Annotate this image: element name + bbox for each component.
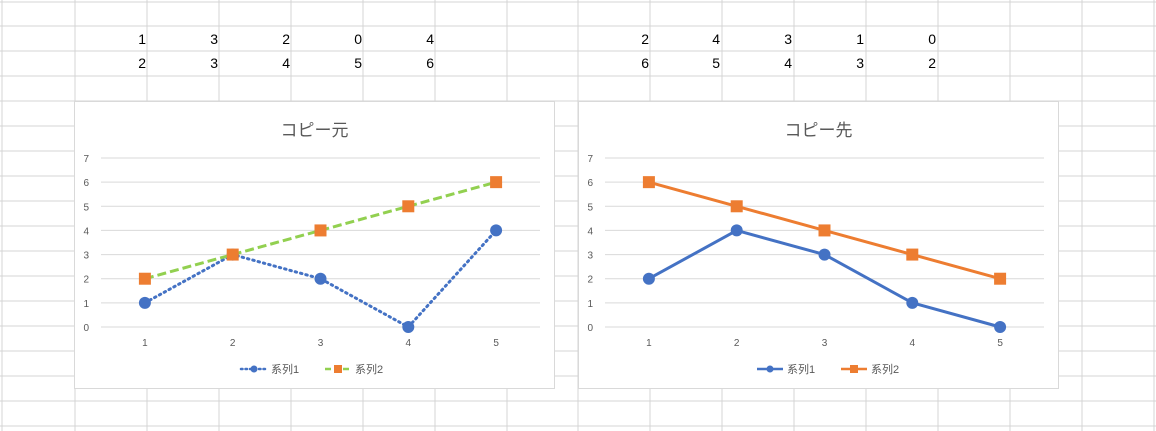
x-tick-label: 4 bbox=[910, 338, 916, 349]
legend-marker bbox=[250, 365, 258, 373]
cell[interactable]: 6 bbox=[426, 55, 434, 71]
cell[interactable]: 1 bbox=[856, 31, 864, 47]
series-1-point bbox=[402, 321, 415, 333]
y-tick-label: 6 bbox=[587, 178, 593, 189]
chart-title: コピー先 bbox=[784, 121, 853, 140]
chart-copy-destination[interactable]: コピー先 0 1 2 3 4 5 6 7 1 2 3 4 5 系列1 系列2 bbox=[578, 101, 1059, 389]
cell[interactable]: 3 bbox=[210, 55, 218, 71]
series-2-point bbox=[730, 200, 743, 213]
y-tick-label: 5 bbox=[587, 202, 593, 213]
series-1-point bbox=[818, 248, 831, 261]
y-tick-label: 7 bbox=[83, 154, 89, 165]
y-tick-label: 2 bbox=[83, 275, 89, 286]
x-tick-label: 5 bbox=[997, 338, 1003, 349]
cell[interactable]: 1 bbox=[138, 31, 146, 47]
legend-marker bbox=[334, 365, 342, 373]
legend-marker bbox=[766, 365, 774, 373]
x-tick-label: 5 bbox=[493, 338, 499, 349]
cell[interactable]: 2 bbox=[928, 55, 936, 71]
cell[interactable]: 5 bbox=[354, 55, 362, 71]
chart-plot: 0 1 2 3 4 5 6 7 1 2 3 4 5 系列1 系列2 bbox=[587, 154, 1044, 376]
legend-label: 系列2 bbox=[355, 362, 383, 376]
y-tick-label: 7 bbox=[587, 154, 593, 165]
series-2-point bbox=[642, 176, 655, 189]
cell[interactable]: 4 bbox=[426, 31, 434, 47]
y-tick-label: 5 bbox=[83, 202, 89, 213]
cell[interactable]: 2 bbox=[282, 31, 290, 47]
series-1-point bbox=[138, 296, 151, 309]
series-1-point bbox=[906, 296, 919, 309]
cell[interactable]: 4 bbox=[784, 55, 792, 71]
y-tick-label: 6 bbox=[83, 178, 89, 189]
y-tick-label: 4 bbox=[83, 226, 89, 237]
series-1-point bbox=[314, 272, 327, 285]
y-tick-label: 1 bbox=[83, 299, 89, 310]
cell[interactable]: 2 bbox=[138, 55, 146, 71]
y-tick-label: 3 bbox=[83, 251, 89, 262]
series-2-point bbox=[402, 200, 415, 213]
cell[interactable]: 4 bbox=[282, 55, 290, 71]
legend-label: 系列1 bbox=[787, 362, 815, 376]
chart-plot: 0 1 2 3 4 5 6 7 1 2 3 4 5 系列1 系列2 bbox=[83, 154, 540, 376]
series-2-point bbox=[906, 248, 919, 261]
cell[interactable]: 6 bbox=[641, 55, 649, 71]
x-tick-label: 3 bbox=[822, 338, 828, 349]
cell[interactable]: 3 bbox=[784, 31, 792, 47]
y-tick-label: 0 bbox=[83, 323, 89, 334]
legend-marker bbox=[850, 365, 858, 373]
series-2-point bbox=[994, 272, 1007, 285]
cell[interactable]: 0 bbox=[354, 31, 362, 47]
chart-copy-source[interactable]: コピー元 0 1 2 3 4 5 6 7 1 2 3 4 5 系列1 系列2 bbox=[74, 101, 555, 389]
series-2-point bbox=[818, 224, 831, 237]
y-tick-label: 2 bbox=[587, 275, 593, 286]
y-tick-label: 4 bbox=[587, 226, 593, 237]
cell[interactable]: 5 bbox=[712, 55, 720, 71]
series-1-point bbox=[994, 321, 1007, 333]
x-tick-label: 2 bbox=[230, 338, 236, 349]
series-2-point bbox=[138, 272, 151, 285]
series-2-point bbox=[490, 176, 503, 189]
legend-label: 系列1 bbox=[271, 362, 299, 376]
y-tick-label: 3 bbox=[587, 251, 593, 262]
y-tick-label: 0 bbox=[587, 323, 593, 334]
chart-title: コピー元 bbox=[280, 121, 349, 140]
series-2-point bbox=[314, 224, 327, 237]
cell[interactable]: 2 bbox=[641, 31, 649, 47]
cell[interactable]: 3 bbox=[856, 55, 864, 71]
series-2-point bbox=[226, 248, 239, 261]
x-tick-label: 2 bbox=[734, 338, 740, 349]
series-1-point bbox=[490, 224, 503, 237]
cell[interactable]: 3 bbox=[210, 31, 218, 47]
series-1-point bbox=[642, 272, 655, 285]
cell[interactable]: 4 bbox=[712, 31, 720, 47]
x-tick-label: 3 bbox=[318, 338, 324, 349]
legend-label: 系列2 bbox=[871, 362, 899, 376]
x-tick-label: 1 bbox=[142, 338, 148, 349]
y-tick-label: 1 bbox=[587, 299, 593, 310]
x-tick-label: 4 bbox=[406, 338, 412, 349]
series-1-point bbox=[730, 224, 743, 237]
cell[interactable]: 0 bbox=[928, 31, 936, 47]
x-tick-label: 1 bbox=[646, 338, 652, 349]
